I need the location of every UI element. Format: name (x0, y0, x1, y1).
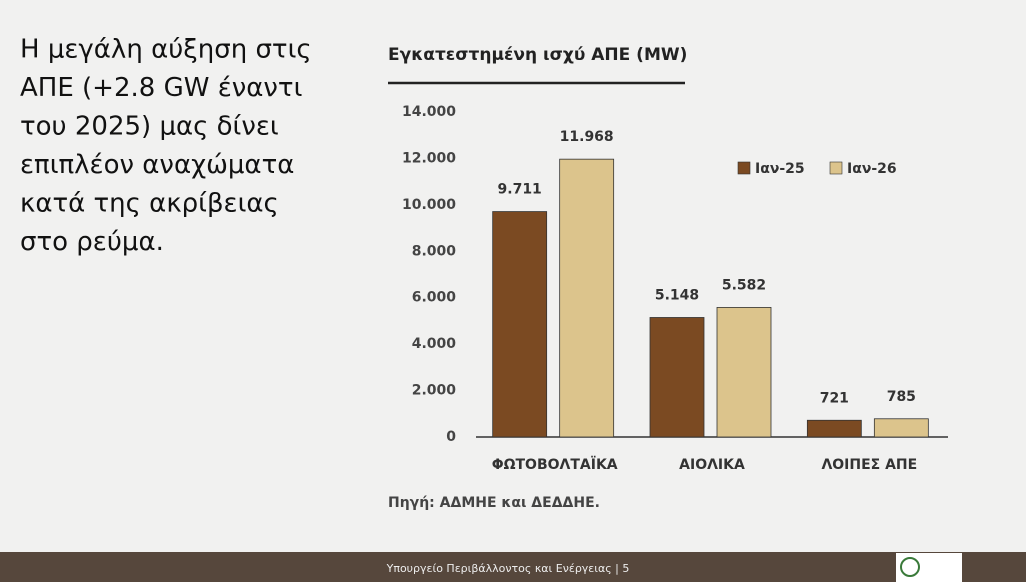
bar (806, 419, 862, 438)
heading-line: επιπλέον αναχώματα (20, 150, 294, 180)
y-tick-label: 12.000 (402, 150, 456, 166)
logo (896, 553, 962, 582)
heading-line: του 2025) μας δίνει (20, 112, 279, 142)
source: Πηγή: ΑΔΜΗΕ και ΔΕΔΔΗΕ. (388, 495, 600, 511)
heading-line: ΑΠΕ (+2.8 GW έναντι (20, 73, 302, 103)
bar (649, 317, 705, 438)
heading-line: κατά της ακρίβειας (20, 189, 279, 219)
y-tick-label: 0 (446, 429, 456, 445)
y-tick-label: 8.000 (412, 243, 457, 259)
footer-bar (0, 552, 1026, 582)
heading-line: στο ρεύμα. (20, 227, 164, 257)
y-tick-label: 14.000 (402, 104, 456, 120)
heading-line: Η μεγάλη αύξηση στις (20, 35, 312, 65)
y-tick-label: 4.000 (412, 336, 457, 352)
bar (873, 418, 929, 438)
chart-title: Εγκατεστημένη ισχύ ΑΠΕ (MW) (388, 45, 687, 65)
y-tick-label: 10.000 (402, 197, 456, 213)
value-label: 5.582 (722, 277, 766, 293)
bar (559, 158, 615, 438)
bar (492, 211, 548, 438)
logo-mark (900, 557, 920, 577)
value-label: 785 (887, 389, 916, 405)
value-label: 9.711 (498, 182, 542, 198)
legend-swatch (737, 161, 751, 175)
x-tick-label: ΑΙΟΛΙΚΑ (679, 457, 745, 473)
footer-text: Υπουργείο Περιβάλλοντος και Ενέργειας | … (386, 562, 630, 575)
value-label: 11.968 (560, 129, 614, 145)
y-tick-label: 6.000 (412, 290, 457, 306)
value-label: 5.148 (655, 287, 699, 303)
legend-label: Ιαν-26 (847, 161, 897, 177)
x-tick-label: ΛΟΙΠΕΣ ΑΠΕ (821, 457, 917, 473)
value-label: 721 (820, 390, 849, 406)
y-tick-label: 2.000 (412, 383, 457, 399)
legend-label: Ιαν-25 (755, 161, 805, 177)
bar (716, 307, 772, 438)
legend-swatch (829, 161, 843, 175)
x-tick-label: ΦΩΤΟΒΟΛΤΑΪΚΑ (492, 456, 618, 473)
heading: Η μεγάλη αύξηση στις ΑΠΕ (+2.8 GW έναντι τ… (20, 35, 312, 258)
